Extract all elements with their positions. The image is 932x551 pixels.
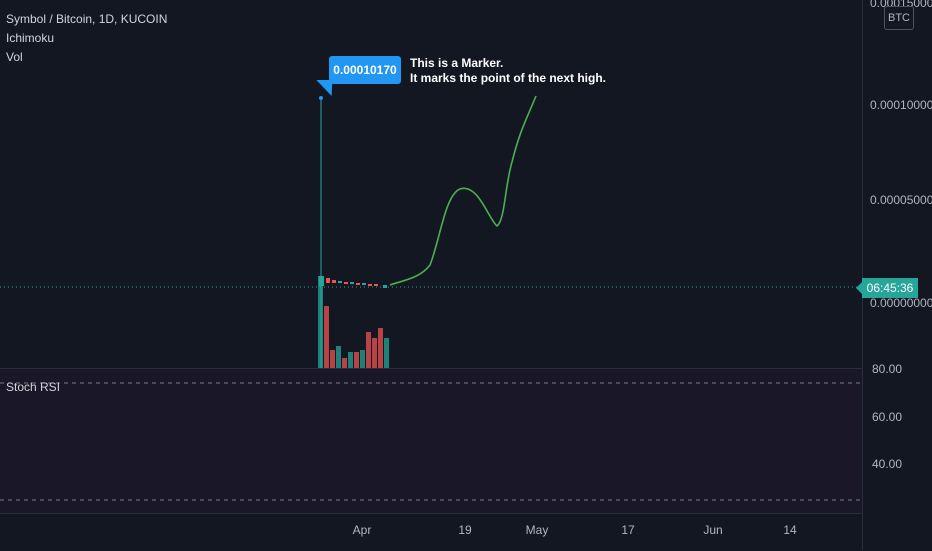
candle (374, 284, 378, 286)
marker-point (319, 96, 323, 100)
volume-indicator-label[interactable]: Vol (6, 50, 23, 64)
rsi-tick: 80.00 (872, 362, 903, 376)
time-tick: Jun (703, 523, 723, 537)
time-tick: 14 (783, 523, 797, 537)
candle (362, 283, 366, 285)
volume-bar (318, 276, 323, 368)
time-axis[interactable] (0, 513, 862, 551)
volume-bar (372, 338, 377, 368)
volume-bar (384, 338, 389, 368)
legend: Symbol / Bitcoin, 1D, KUCOIN Ichimoku Vo… (6, 10, 167, 67)
price-tick: 0.00000000 (870, 296, 932, 310)
rsi-tick: 60.00 (872, 410, 903, 424)
marker-value-label[interactable]: 0.00010170 (329, 56, 401, 84)
candle (326, 278, 330, 283)
projection-curve (389, 95, 537, 286)
time-tick: 19 (458, 523, 472, 537)
volume-bar (354, 352, 359, 368)
symbol-title[interactable]: Symbol / Bitcoin, 1D, KUCOIN (6, 12, 168, 26)
marker-note[interactable]: This is a Marker. It marks the point of … (410, 56, 606, 86)
volume-bar (330, 350, 335, 368)
ichimoku-indicator-label[interactable]: Ichimoku (6, 31, 55, 45)
volume-bar (348, 352, 353, 368)
main-price-pane[interactable] (0, 0, 862, 368)
marker-note-line-2: It marks the point of the next high. (410, 71, 607, 85)
stoch-rsi-pane[interactable] (0, 369, 862, 513)
pane-separator[interactable] (0, 368, 932, 369)
candle (350, 282, 354, 284)
volume-bar (324, 306, 329, 368)
candle (356, 283, 360, 285)
volume-bar (366, 332, 371, 368)
time-tick: Apr (352, 523, 372, 537)
candle (344, 282, 348, 284)
candle (332, 280, 336, 283)
bar-countdown-label: 06:45:36 (856, 278, 918, 298)
price-tick: 0.00005000 (870, 193, 932, 207)
candle (383, 285, 387, 288)
candle (338, 281, 342, 283)
volume-bar (336, 346, 341, 368)
time-tick: 17 (621, 523, 635, 537)
chart-drawing-layer (0, 95, 862, 501)
rsi-tick: 40.00 (872, 457, 903, 471)
price-tick: 0.00010000 (870, 98, 932, 112)
marker-note-line-1: This is a Marker. (410, 56, 504, 70)
volume-bar (342, 358, 347, 368)
price-tick-top: 0.00015000 (870, 0, 932, 10)
volume-bar (360, 350, 365, 368)
candle (368, 284, 372, 286)
stoch-rsi-label[interactable]: Stoch RSI (6, 380, 61, 394)
currency-badge[interactable]: BTC (884, 6, 914, 30)
time-tick: May (525, 523, 549, 537)
volume-bar (378, 328, 383, 368)
price-axis[interactable] (862, 0, 932, 550)
